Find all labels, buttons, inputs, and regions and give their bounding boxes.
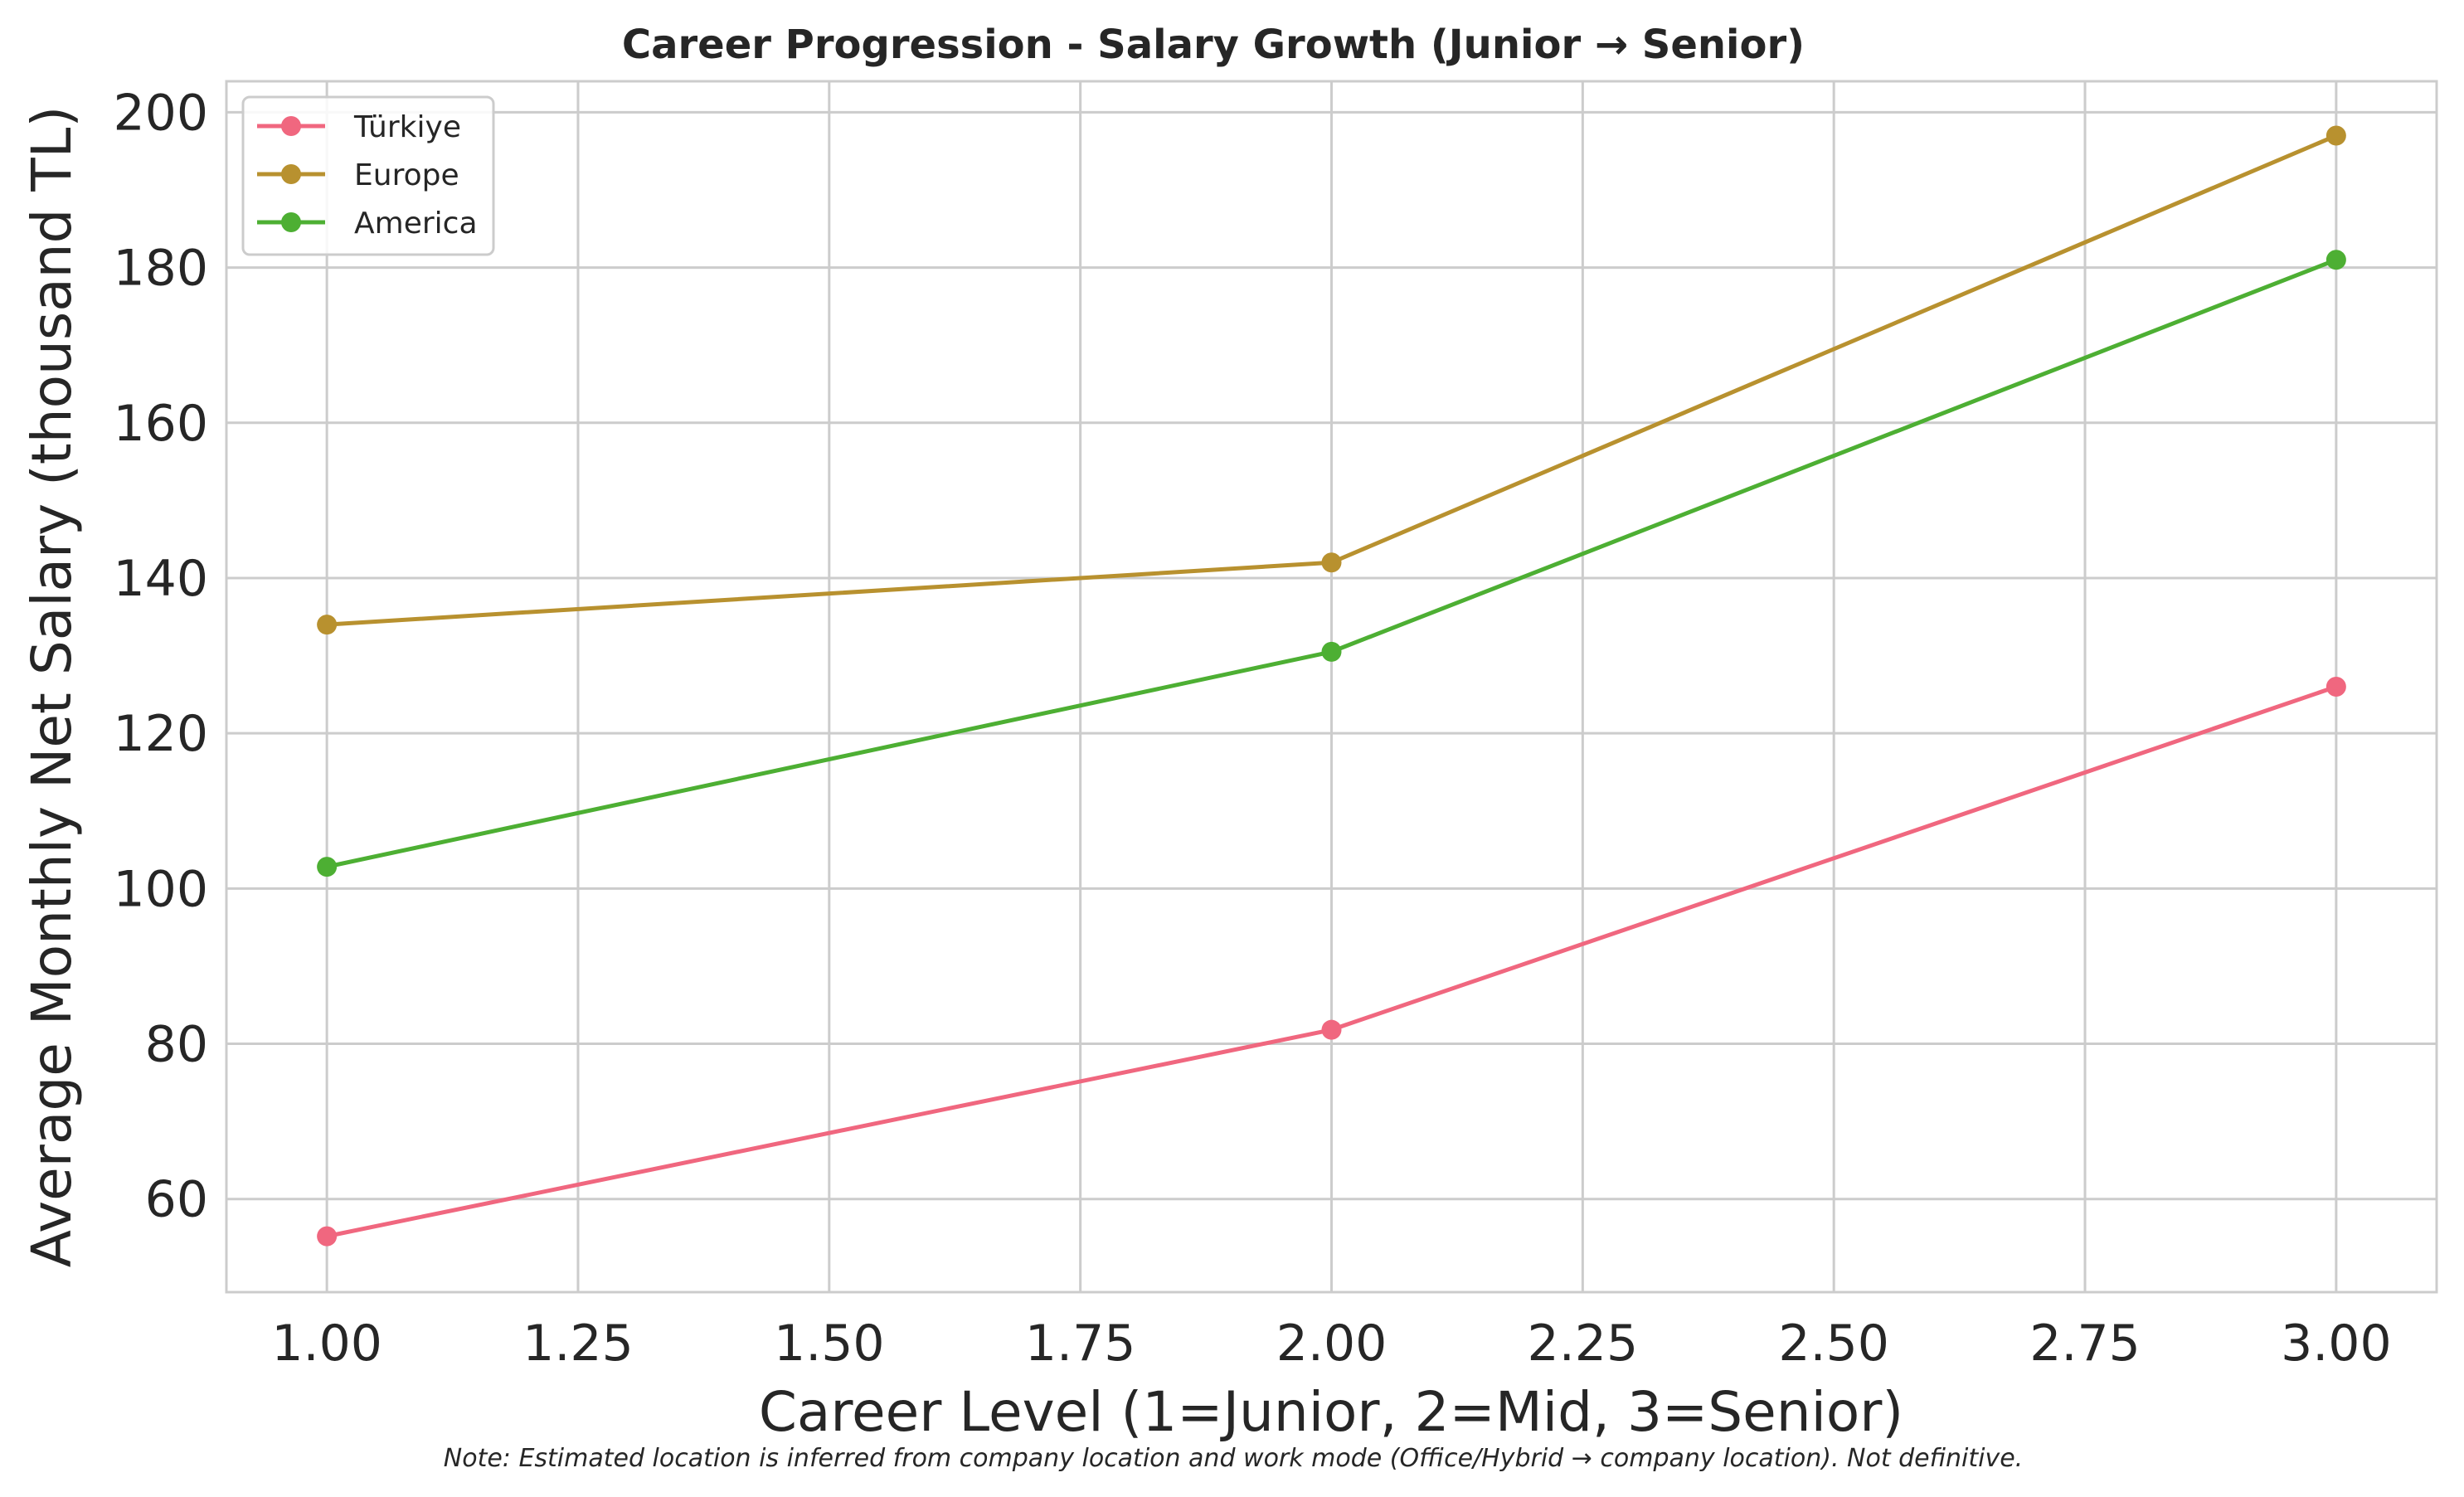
legend-swatch-marker <box>281 116 301 136</box>
plot-area <box>225 80 2438 1294</box>
data-point <box>1321 641 1342 662</box>
x-tick-label: 2.00 <box>1276 1315 1388 1373</box>
data-point <box>317 615 338 635</box>
x-tick-label: 1.25 <box>522 1315 634 1373</box>
data-point <box>2325 125 2346 146</box>
x-axis-label: Career Level (1=Junior, 2=Mid, 3=Senior) <box>759 1380 1903 1444</box>
y-tick-label: 200 <box>113 84 208 142</box>
y-tick-label: 80 <box>145 1016 208 1074</box>
y-tick-label: 120 <box>113 705 208 763</box>
x-tick-label: 3.00 <box>2281 1315 2392 1373</box>
legend-swatch-marker <box>281 212 301 232</box>
y-tick-label: 160 <box>113 395 208 453</box>
data-point <box>1321 552 1342 573</box>
legend-box <box>241 95 495 256</box>
data-point <box>317 857 338 877</box>
data-point <box>2325 677 2346 697</box>
legend-entry: Europe <box>354 158 459 192</box>
y-tick-label: 180 <box>113 240 208 298</box>
legend-entry: America <box>354 207 478 241</box>
x-tick-label: 2.75 <box>2029 1315 2141 1373</box>
data-point <box>2325 250 2346 270</box>
x-axis-ticks: 1.00 1.25 1.50 1.75 2.00 2.25 2.50 2.75 3.00 <box>271 1315 2391 1373</box>
y-tick-label: 60 <box>145 1171 208 1229</box>
legend-swatch-marker <box>281 164 301 184</box>
y-axis-ticks: 60 80 100 120 140 160 180 200 <box>113 84 208 1228</box>
x-tick-label: 1.75 <box>1025 1315 1136 1373</box>
y-tick-label: 140 <box>113 550 208 608</box>
y-axis-label: Average Monthly Net Salary (thousand TL) <box>20 106 84 1267</box>
data-point <box>317 1226 338 1247</box>
chart-title: Career Progression - Salary Growth (Juni… <box>622 22 1805 68</box>
chart-note: Note: Estimated location is inferred fro… <box>444 1444 2023 1473</box>
series-lines <box>317 125 2346 1247</box>
legend-entry: Türkiye <box>353 110 461 144</box>
x-tick-label: 1.00 <box>271 1315 382 1373</box>
legend: Türkiye Europe America <box>241 95 495 256</box>
x-tick-label: 2.50 <box>1778 1315 1889 1373</box>
x-tick-label: 2.25 <box>1528 1315 1639 1373</box>
y-tick-label: 100 <box>113 860 208 918</box>
grid <box>226 81 2437 1292</box>
data-point <box>1321 1019 1342 1040</box>
x-tick-label: 1.50 <box>774 1315 885 1373</box>
